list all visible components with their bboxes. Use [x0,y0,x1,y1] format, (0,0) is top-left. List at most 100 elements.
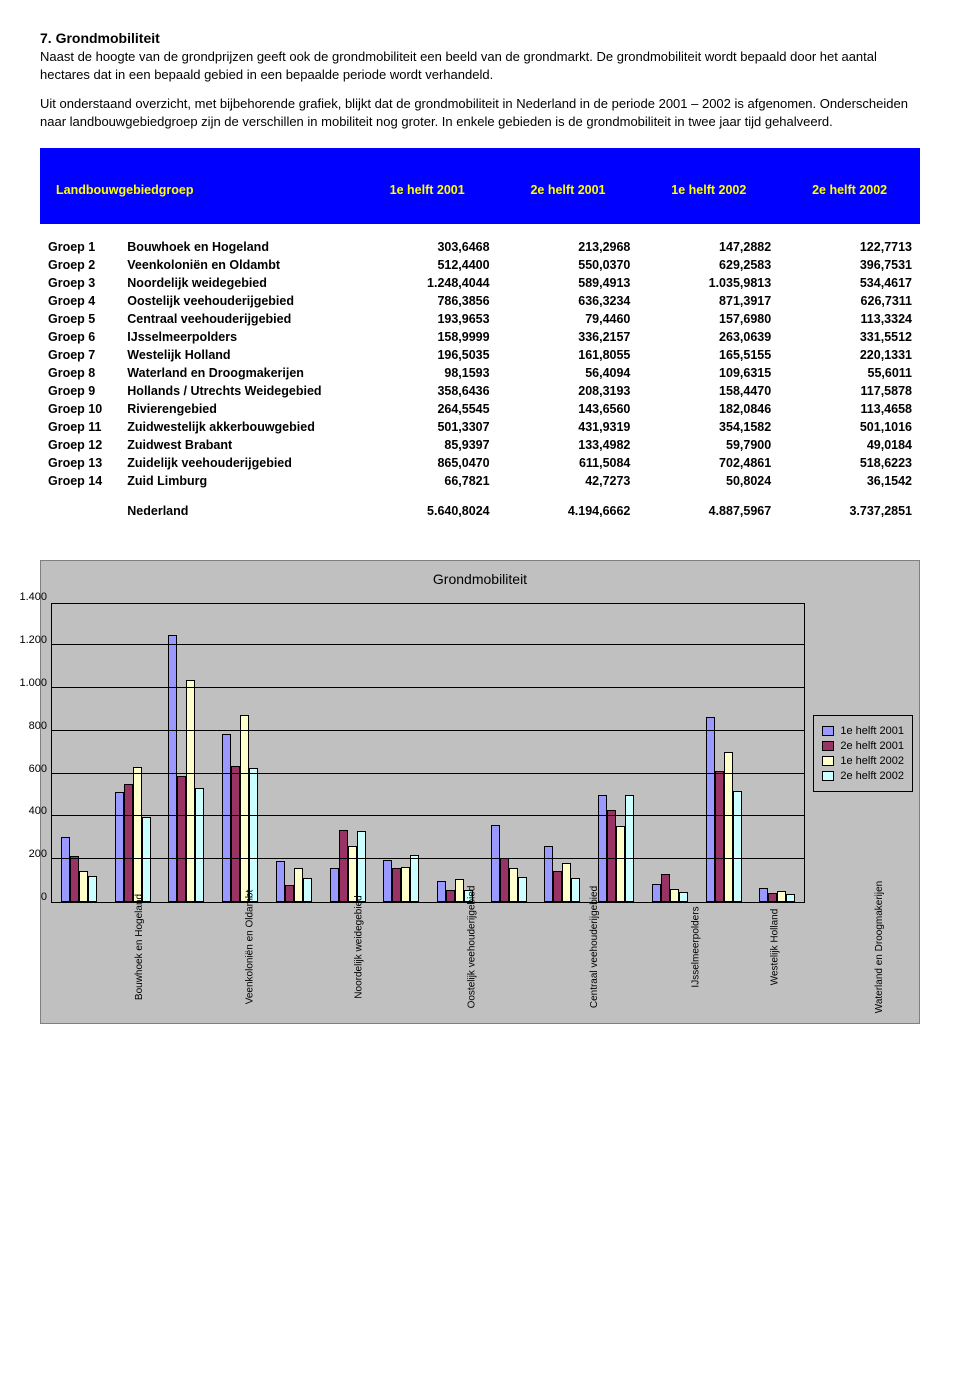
row-value: 113,3324 [779,310,920,328]
row-value: 147,2882 [638,238,779,256]
row-value: 303,6468 [357,238,498,256]
bar-group [106,767,160,902]
chart-legend: 1e helft 20012e helft 20011e helft 20022… [813,715,913,792]
row-value: 143,6560 [498,400,639,418]
row-value: 611,5084 [498,454,639,472]
row-index: Groep 14 [40,472,119,490]
row-label: IJsselmeerpolders [119,328,357,346]
bar [115,792,124,902]
row-index: Groep 2 [40,256,119,274]
table-row: Groep 14Zuid Limburg66,782142,727350,802… [40,472,920,490]
table-row: Groep 11Zuidwestelijk akkerbouwgebied501… [40,418,920,436]
summary-value: 3.737,2851 [779,490,920,520]
bar [715,771,724,902]
row-label: Centraal veehouderijgebied [119,310,357,328]
bar [455,879,464,902]
summary-label: Nederland [119,490,357,520]
table-row: Groep 4Oostelijk veehouderijgebied786,38… [40,292,920,310]
table-row: Groep 13Zuidelijk veehouderijgebied865,0… [40,454,920,472]
paragraph-2: Uit onderstaand overzicht, met bijbehore… [40,95,920,130]
row-label: Hollands / Utrechts Weidegebied [119,382,357,400]
section-heading: 7. Grondmobiliteit [40,30,920,46]
row-index: Groep 8 [40,364,119,382]
row-value: 98,1593 [357,364,498,382]
row-value: 49,0184 [779,436,920,454]
row-value: 213,2968 [498,238,639,256]
bar [786,894,795,902]
row-value: 36,1542 [779,472,920,490]
bar [61,837,70,902]
row-value: 512,4400 [357,256,498,274]
row-value: 534,4617 [779,274,920,292]
row-index: Groep 11 [40,418,119,436]
table-row: Groep 7Westelijk Holland196,5035161,8055… [40,346,920,364]
bar [724,752,733,903]
row-value: 113,4658 [779,400,920,418]
legend-label: 2e helft 2001 [840,740,904,752]
row-value: 220,1331 [779,346,920,364]
bar-group [697,717,751,902]
row-value: 865,0470 [357,454,498,472]
x-tick-label: Bouwhoek en Hogeland [134,894,234,1000]
row-value: 501,3307 [357,418,498,436]
col-header-label: Landbouwgebiedgroep [40,166,357,206]
row-value: 196,5035 [357,346,498,364]
row-value: 1.035,9813 [638,274,779,292]
row-value: 871,3917 [638,292,779,310]
row-label: Zuidwest Brabant [119,436,357,454]
row-value: 193,9653 [357,310,498,328]
gridline [52,644,804,645]
summary-value: 5.640,8024 [357,490,498,520]
row-index: Groep 12 [40,436,119,454]
row-index: Groep 6 [40,328,119,346]
row-label: Noordelijk weidegebied [119,274,357,292]
table-body: Groep 1Bouwhoek en Hogeland303,6468213,2… [40,238,920,520]
chart-body: 1.4001.2001.0008006004002000 1e helft 20… [47,603,913,903]
row-value: 626,7311 [779,292,920,310]
row-label: Westelijk Holland [119,346,357,364]
summary-row: Nederland5.640,80244.194,66624.887,59673… [40,490,920,520]
plot-area [51,603,805,903]
row-value: 42,7273 [498,472,639,490]
bar [768,893,777,902]
bar [79,871,88,903]
x-tick-label: Waterland en Droogmakerijen [874,881,960,1013]
row-index: Groep 9 [40,382,119,400]
row-value: 161,8055 [498,346,639,364]
row-value: 550,0370 [498,256,639,274]
legend-label: 2e helft 2002 [840,770,904,782]
bar [733,791,742,902]
legend-item: 1e helft 2001 [822,725,904,737]
row-value: 117,5878 [779,382,920,400]
row-value: 589,4913 [498,274,639,292]
bar [231,766,240,902]
bar [222,734,231,903]
row-value: 396,7531 [779,256,920,274]
bar [88,876,97,902]
chart-title: Grondmobiliteit [47,571,913,587]
row-value: 158,4470 [638,382,779,400]
legend-swatch [822,756,834,766]
gridline [52,687,804,688]
x-tick-label: Westelijk Holland [770,909,870,986]
row-value: 208,3193 [498,382,639,400]
paragraph-1: Naast de hoogte van de grondprijzen geef… [40,48,920,83]
col-header-0: 1e helft 2001 [357,166,498,206]
row-value: 636,3234 [498,292,639,310]
data-table-wrap: Landbouwgebiedgroep 1e helft 2001 2e hel… [40,148,920,520]
col-header-1: 2e helft 2001 [498,166,639,206]
row-value: 518,6223 [779,454,920,472]
legend-swatch [822,741,834,751]
legend-item: 2e helft 2001 [822,740,904,752]
row-value: 158,9999 [357,328,498,346]
row-value: 336,2157 [498,328,639,346]
x-tick-label: Oostelijk veehouderijgebied [467,886,567,1009]
x-labels: Bouwhoek en HogelandVeenkoloniën en Olda… [81,907,835,1007]
row-label: Zuid Limburg [119,472,357,490]
row-label: Veenkoloniën en Oldambt [119,256,357,274]
row-value: 122,7713 [779,238,920,256]
bar-group [159,635,213,903]
summary-value: 4.887,5967 [638,490,779,520]
row-label: Oostelijk veehouderijgebied [119,292,357,310]
chart-panel: Grondmobiliteit 1.4001.2001.000800600400… [40,560,920,1024]
